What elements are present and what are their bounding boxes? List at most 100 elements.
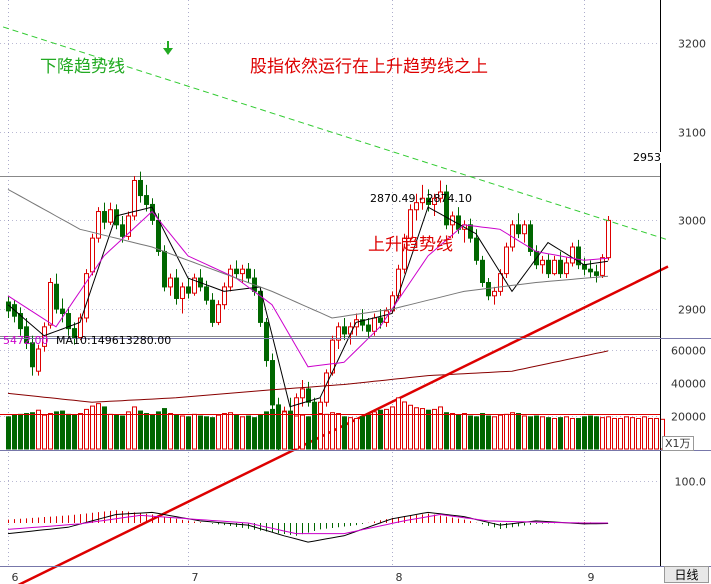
candle-body — [246, 268, 251, 279]
candle-body — [36, 348, 41, 372]
volume-bar — [294, 415, 299, 450]
volume-bar — [114, 414, 119, 450]
candle — [186, 278, 191, 299]
volume-bar — [474, 416, 479, 450]
candle — [402, 233, 407, 274]
candle-body — [486, 281, 491, 297]
downtrend-label: 下降趋势线 — [40, 57, 125, 77]
volume-bar — [228, 412, 233, 450]
volume-bar — [564, 416, 569, 450]
candle — [60, 298, 65, 323]
volume-bar — [12, 414, 17, 450]
candle-body — [174, 277, 179, 299]
volume-bar — [528, 416, 533, 450]
volume-panel — [0, 397, 665, 450]
volume-bar — [150, 414, 155, 450]
volume-bar — [534, 415, 539, 450]
candle-body — [306, 388, 311, 403]
y-tick-label: 3000 — [678, 215, 706, 228]
candle-body — [354, 319, 359, 328]
candle — [342, 317, 347, 341]
candle-body — [186, 286, 191, 294]
volume-bar — [18, 413, 23, 450]
candle-body — [66, 313, 71, 330]
main-comment: 股指依然运行在上升趋势线之上 — [250, 57, 488, 77]
candle-body — [432, 197, 437, 205]
candle — [240, 264, 245, 283]
volume-bar — [126, 411, 131, 450]
candle-body — [144, 195, 149, 205]
volume-bar — [102, 406, 107, 450]
candle — [504, 242, 509, 279]
candle — [486, 278, 491, 301]
candle-body — [300, 388, 305, 399]
volume-bar — [522, 415, 527, 450]
volume-bar — [498, 414, 503, 450]
candle-body — [336, 326, 341, 341]
volume-bar — [570, 417, 575, 450]
candle-body — [108, 209, 113, 223]
candle-body — [138, 179, 143, 197]
volume-bar — [510, 412, 515, 450]
volume-bar — [282, 411, 287, 450]
candle-body — [264, 321, 269, 362]
candle-body — [606, 219, 611, 259]
candle-body — [582, 264, 587, 270]
volume-bar — [558, 417, 563, 450]
candle-body — [474, 237, 479, 261]
candle — [588, 260, 593, 279]
candle — [210, 293, 215, 327]
candle — [438, 180, 443, 203]
candle-body — [30, 342, 35, 368]
volume-bar — [414, 407, 419, 450]
candle-body — [78, 317, 83, 338]
volume-bar — [132, 406, 137, 450]
volume-bar — [396, 397, 401, 450]
ma-line-ma10 — [7, 210, 609, 368]
candle — [42, 322, 47, 352]
volume-bar — [540, 416, 545, 450]
candle — [480, 255, 485, 287]
candle — [336, 322, 341, 350]
candle — [30, 335, 35, 376]
volume-bar — [192, 413, 197, 450]
volume-bar — [594, 416, 599, 450]
x-tick-label: 6 — [12, 571, 19, 584]
volume-bar — [318, 413, 323, 450]
volume-bar — [366, 413, 371, 450]
volume-bar — [606, 416, 611, 450]
volume-bar — [432, 408, 437, 450]
period-button[interactable]: 日线 — [664, 566, 709, 583]
candle-body — [522, 224, 527, 235]
candle-body — [330, 339, 335, 374]
candle — [354, 313, 359, 336]
volume-bar — [60, 410, 65, 450]
candle-body — [168, 277, 173, 288]
volume-bar — [504, 413, 509, 450]
candle — [96, 207, 101, 243]
volume-bar — [648, 417, 653, 450]
x-tick-label: 8 — [396, 571, 403, 584]
candle — [126, 211, 131, 240]
candle — [444, 184, 449, 230]
y-tick-label: 3200 — [678, 38, 706, 51]
candle — [228, 264, 233, 292]
indicator-line — [7, 511, 609, 543]
candle-body — [18, 313, 23, 330]
candle-body — [228, 268, 233, 288]
volume-bar — [348, 417, 353, 450]
volume-bar — [492, 416, 497, 450]
candle-body — [120, 224, 125, 237]
candle-body — [102, 211, 107, 223]
volume-bar — [48, 413, 53, 450]
volume-bar — [324, 413, 329, 450]
candle — [192, 273, 197, 296]
volume-bar — [54, 411, 59, 450]
volume-bar — [30, 412, 35, 450]
candle-body — [222, 286, 227, 306]
volume-bar — [546, 417, 551, 450]
volume-tick-label: 20000 — [671, 411, 706, 424]
candle — [600, 254, 605, 279]
volume-bar — [516, 413, 521, 450]
volume-bar — [252, 417, 257, 450]
